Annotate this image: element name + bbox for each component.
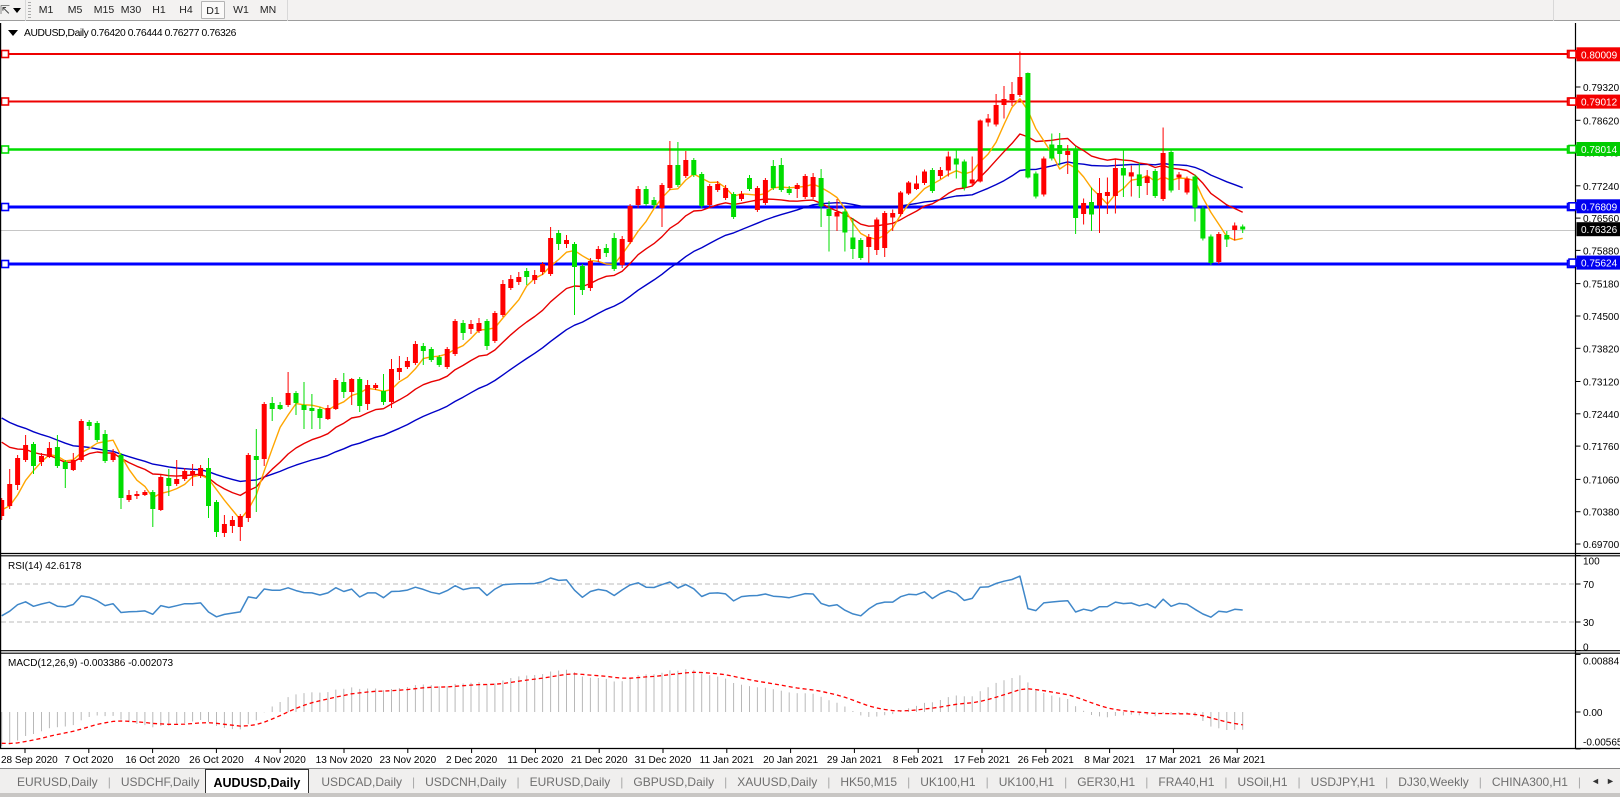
svg-text:0.79012: 0.79012: [1581, 98, 1618, 109]
svg-text:26 Oct 2020: 26 Oct 2020: [189, 755, 244, 766]
svg-text:17 Mar 2021: 17 Mar 2021: [1145, 755, 1202, 766]
svg-text:0.76809: 0.76809: [1581, 202, 1618, 213]
svg-text:11 Dec 2020: 11 Dec 2020: [507, 755, 563, 766]
svg-text:70: 70: [1583, 580, 1595, 591]
svg-text:0.73120: 0.73120: [1583, 378, 1620, 389]
svg-text:0.76326: 0.76326: [1581, 225, 1618, 236]
svg-text:0: 0: [1583, 643, 1589, 654]
svg-text:0.73820: 0.73820: [1583, 344, 1620, 355]
svg-text:0.79320: 0.79320: [1583, 83, 1620, 94]
svg-text:30: 30: [1583, 618, 1595, 629]
svg-text:31 Dec 2020: 31 Dec 2020: [635, 755, 692, 766]
svg-text:2 Dec 2020: 2 Dec 2020: [446, 755, 498, 766]
svg-text:23 Nov 2020: 23 Nov 2020: [379, 755, 436, 766]
svg-text:29 Jan 2021: 29 Jan 2021: [827, 755, 882, 766]
svg-text:0.75880: 0.75880: [1583, 246, 1620, 257]
svg-text:0.00884: 0.00884: [1583, 657, 1620, 668]
svg-text:0.75180: 0.75180: [1583, 280, 1620, 291]
svg-text:26 Feb 2021: 26 Feb 2021: [1018, 755, 1075, 766]
svg-text:0.71760: 0.71760: [1583, 442, 1620, 453]
svg-text:100: 100: [1583, 557, 1600, 568]
svg-text:21 Dec 2020: 21 Dec 2020: [571, 755, 628, 766]
svg-text:0.75624: 0.75624: [1581, 259, 1618, 270]
svg-text:0.71060: 0.71060: [1583, 475, 1620, 486]
svg-text:0.78014: 0.78014: [1581, 145, 1618, 156]
svg-text:0.74500: 0.74500: [1583, 312, 1620, 323]
svg-text:0.77240: 0.77240: [1583, 182, 1620, 193]
svg-text:0.80009: 0.80009: [1581, 50, 1618, 61]
svg-text:0.70380: 0.70380: [1583, 508, 1620, 519]
svg-text:28 Sep 2020: 28 Sep 2020: [1, 755, 58, 766]
svg-text:7 Oct 2020: 7 Oct 2020: [64, 755, 113, 766]
svg-text:0.69700: 0.69700: [1583, 540, 1620, 551]
svg-text:0.76560: 0.76560: [1583, 214, 1620, 225]
svg-text:20 Jan 2021: 20 Jan 2021: [763, 755, 818, 766]
svg-text:MACD(12,26,9) -0.003386 -0.002: MACD(12,26,9) -0.003386 -0.002073: [8, 658, 174, 669]
svg-text:0.00: 0.00: [1583, 708, 1603, 719]
svg-text:8 Mar 2021: 8 Mar 2021: [1084, 755, 1135, 766]
svg-text:13 Nov 2020: 13 Nov 2020: [316, 755, 373, 766]
svg-text:8 Feb 2021: 8 Feb 2021: [893, 755, 944, 766]
svg-text:17 Feb 2021: 17 Feb 2021: [954, 755, 1011, 766]
svg-text:0.78620: 0.78620: [1583, 116, 1620, 127]
svg-text:AUDUSD,Daily 0.76420 0.76444: AUDUSD,Daily 0.76420 0.76444 0.76277 0.7…: [24, 28, 237, 39]
svg-text:0.72440: 0.72440: [1583, 410, 1620, 421]
svg-text:RSI(14) 42.6178: RSI(14) 42.6178: [8, 561, 82, 572]
svg-text:-0.00565: -0.00565: [1583, 738, 1620, 749]
svg-text:4 Nov 2020: 4 Nov 2020: [255, 755, 307, 766]
svg-text:11 Jan 2021: 11 Jan 2021: [700, 755, 755, 766]
svg-text:16 Oct 2020: 16 Oct 2020: [125, 755, 180, 766]
svg-text:26 Mar 2021: 26 Mar 2021: [1209, 755, 1266, 766]
